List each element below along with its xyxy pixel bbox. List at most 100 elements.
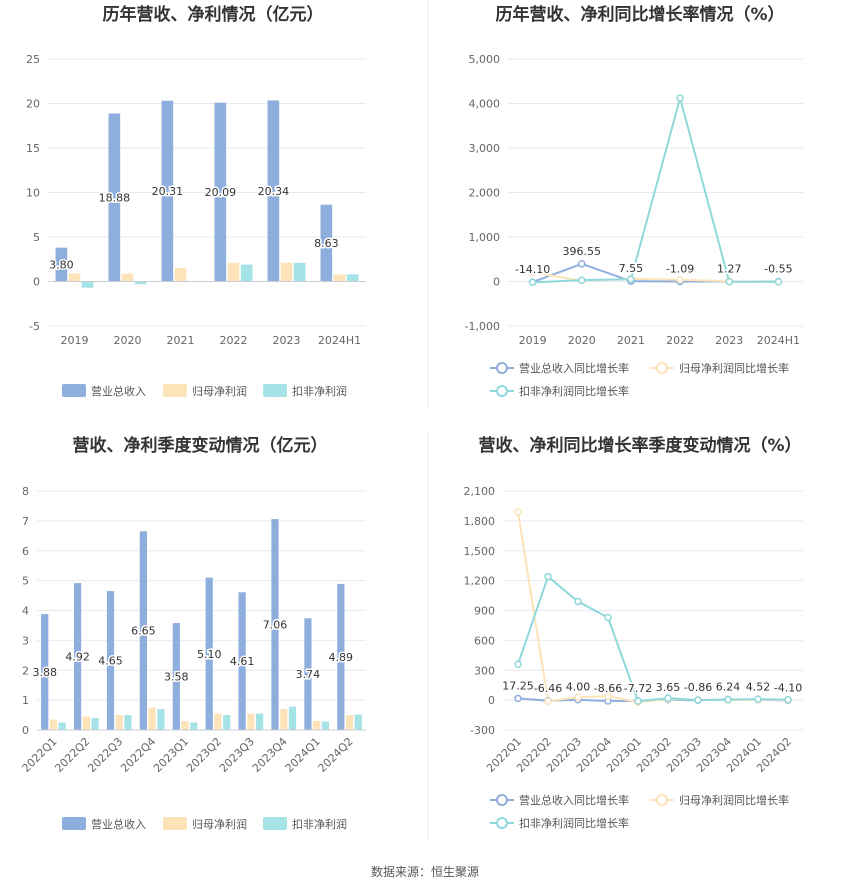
chart-title: 历年营收、净利情况（亿元） (103, 4, 324, 25)
bar-net-profit (174, 268, 187, 282)
bar-revenue (172, 623, 180, 730)
x-tick-label: 2021 (167, 334, 195, 347)
series-point (514, 694, 522, 703)
bar-data-label: 3.80 (49, 259, 74, 272)
legend-marker (496, 817, 508, 829)
line-data-label: -1.09 (666, 263, 694, 276)
bar-revenue (106, 591, 115, 730)
legend-label[interactable]: 营业总收入 (91, 817, 146, 831)
bar-net-profit (345, 715, 354, 730)
legend-label[interactable]: 归母净利润 (192, 817, 247, 831)
bar-deducted-profit (124, 715, 132, 730)
y-tick-label: 1,500 (464, 545, 496, 558)
bar-revenue (337, 583, 345, 730)
legend-label[interactable]: 扣非净利润 (292, 384, 347, 398)
bar-revenue (41, 614, 49, 730)
series-point (664, 694, 672, 702)
chart-title: 营收、净利同比增长率季度变动情况（%） (478, 435, 801, 456)
bar-data-label: 18.88 (99, 191, 131, 204)
legend-swatch (263, 817, 287, 830)
legend-label[interactable]: 扣非净利润同比增长率 (519, 384, 629, 398)
x-tick-label: 2020 (114, 334, 142, 347)
bar-data-label: 4.65 (98, 655, 123, 668)
y-tick-label: 6 (22, 545, 29, 558)
series-line-deducted-profit (532, 94, 779, 284)
y-tick-label: 0 (493, 276, 500, 289)
legend-label[interactable]: 扣非净利润同比增长率 (519, 816, 629, 830)
series-point (754, 695, 762, 703)
legend-label[interactable]: 营业总收入 (91, 384, 146, 398)
line-data-label: 7.55 (619, 262, 644, 275)
x-tick-label: 2021 (617, 334, 645, 347)
line-data-label: 6.24 (716, 681, 741, 694)
bar-net-profit (333, 274, 346, 282)
legend-marker (496, 362, 508, 374)
y-tick-label: 0 (33, 276, 40, 289)
bar-net-profit (49, 719, 58, 730)
x-tick-label: 2019 (61, 334, 89, 347)
y-tick-label: 5,000 (469, 53, 501, 66)
y-tick-label: 1,200 (464, 575, 496, 588)
bar-net-profit (148, 707, 156, 730)
line-data-label: 4.52 (746, 681, 771, 694)
series-point (528, 268, 537, 277)
bar-data-label: 4.89 (329, 651, 354, 664)
y-tick-label: 1,000 (469, 231, 501, 244)
bar-deducted-profit (321, 721, 330, 730)
legend-swatch (163, 384, 187, 397)
y-tick-label: 15 (26, 142, 40, 155)
series-point (574, 693, 582, 701)
bar-net-profit (82, 716, 90, 730)
bar-revenue (271, 519, 279, 730)
series-line-deducted-profit (517, 574, 789, 703)
legend-label[interactable]: 营业总收入同比增长率 (519, 361, 629, 375)
bar-deducted-profit (240, 264, 253, 282)
legend-marker (496, 794, 508, 806)
bar-net-profit (313, 721, 321, 730)
bar-net-profit (121, 273, 134, 282)
x-tick-label: 2023 (715, 334, 743, 347)
legend-label[interactable]: 归母净利润 (192, 384, 247, 398)
bar-data-label: 4.92 (65, 651, 90, 664)
x-tick-label: 2023Q1 (151, 735, 191, 775)
x-tick-label: 2024H1 (757, 334, 800, 347)
y-tick-label: 8 (22, 485, 29, 498)
series-line-net-profit (517, 511, 789, 704)
line-data-label: -0.55 (764, 263, 792, 276)
bar-deducted-profit (157, 709, 165, 730)
legend-label[interactable]: 扣非净利润 (292, 817, 347, 831)
y-tick-label: 3,000 (469, 142, 501, 155)
legend-swatch (62, 384, 86, 397)
x-tick-label: 2019 (519, 334, 547, 347)
bar-data-label: 6.65 (131, 625, 156, 638)
x-tick-label: 2022Q1 (20, 735, 60, 775)
legend-label[interactable]: 营业总收入同比增长率 (519, 793, 629, 807)
line-data-label: 4.00 (566, 681, 591, 694)
y-tick-label: 600 (474, 634, 495, 647)
line-data-label: -0.86 (684, 681, 712, 694)
x-tick-label: 2022Q2 (52, 735, 92, 775)
bar-net-profit (247, 713, 255, 730)
series-point (774, 277, 783, 286)
x-tick-label: 2023 (273, 334, 301, 347)
y-tick-label: -300 (470, 724, 495, 737)
y-tick-label: 300 (474, 664, 495, 677)
quarterly-growth-rate-chart: 营收、净利同比增长率季度变动情况（%） 2,100 1,800 1,500 1,200… (464, 435, 804, 830)
series-point (578, 260, 586, 268)
bar-data-label: 20.31 (152, 185, 184, 198)
series-point (514, 508, 522, 516)
legend-label[interactable]: 归母净利润同比增长率 (679, 793, 789, 807)
line-data-label: -4.10 (774, 682, 802, 695)
line-data-label: -14.10 (515, 263, 550, 276)
line-data-label: 17.25 (502, 679, 534, 692)
y-tick-label: 5 (22, 575, 29, 588)
series-point (604, 692, 612, 700)
bar-deducted-profit (223, 715, 231, 730)
series-point (676, 275, 684, 284)
bar-revenue (320, 204, 333, 282)
x-tick-label: 2023Q4 (250, 735, 290, 775)
legend-label[interactable]: 归母净利润同比增长率 (679, 361, 789, 375)
y-tick-label: 2,000 (469, 187, 501, 200)
legend-marker (656, 794, 668, 806)
